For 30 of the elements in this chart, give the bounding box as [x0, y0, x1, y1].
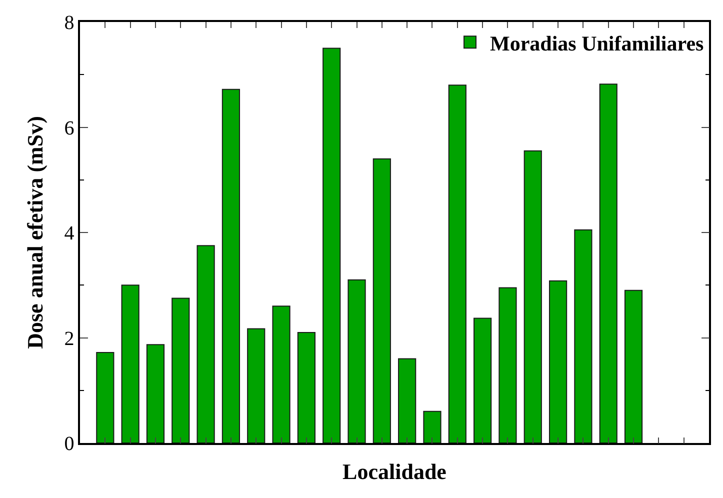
- y-axis-title: Dose anual efetiva (mSv): [22, 116, 48, 349]
- x-axis-title: Localidade: [342, 459, 447, 484]
- bar: [222, 88, 240, 443]
- bar: [474, 318, 492, 443]
- y-tick-label: 6: [64, 117, 74, 140]
- bar: [498, 287, 517, 443]
- bar: [196, 245, 215, 443]
- bar: [372, 158, 391, 443]
- bar: [348, 279, 366, 443]
- bar: [247, 328, 266, 443]
- y-tick-label: 4: [64, 222, 74, 244]
- bar: [322, 48, 341, 443]
- bar: [398, 358, 416, 443]
- legend-label: Moradias Unifamiliares: [490, 31, 704, 56]
- bar: [624, 290, 643, 443]
- bar: [121, 284, 140, 443]
- bar: [146, 344, 165, 443]
- y-tick-label: 0: [64, 433, 74, 455]
- bar: [272, 306, 290, 443]
- bar: [172, 298, 190, 443]
- bar: [423, 410, 442, 443]
- bar: [96, 352, 114, 443]
- bar: [448, 84, 466, 443]
- bar: [599, 84, 618, 443]
- bar: [548, 280, 568, 443]
- bar: [297, 332, 316, 443]
- bar: [524, 150, 542, 443]
- bar: [574, 229, 592, 443]
- y-tick-label: 2: [64, 328, 74, 350]
- y-tick-label: 8: [64, 12, 74, 34]
